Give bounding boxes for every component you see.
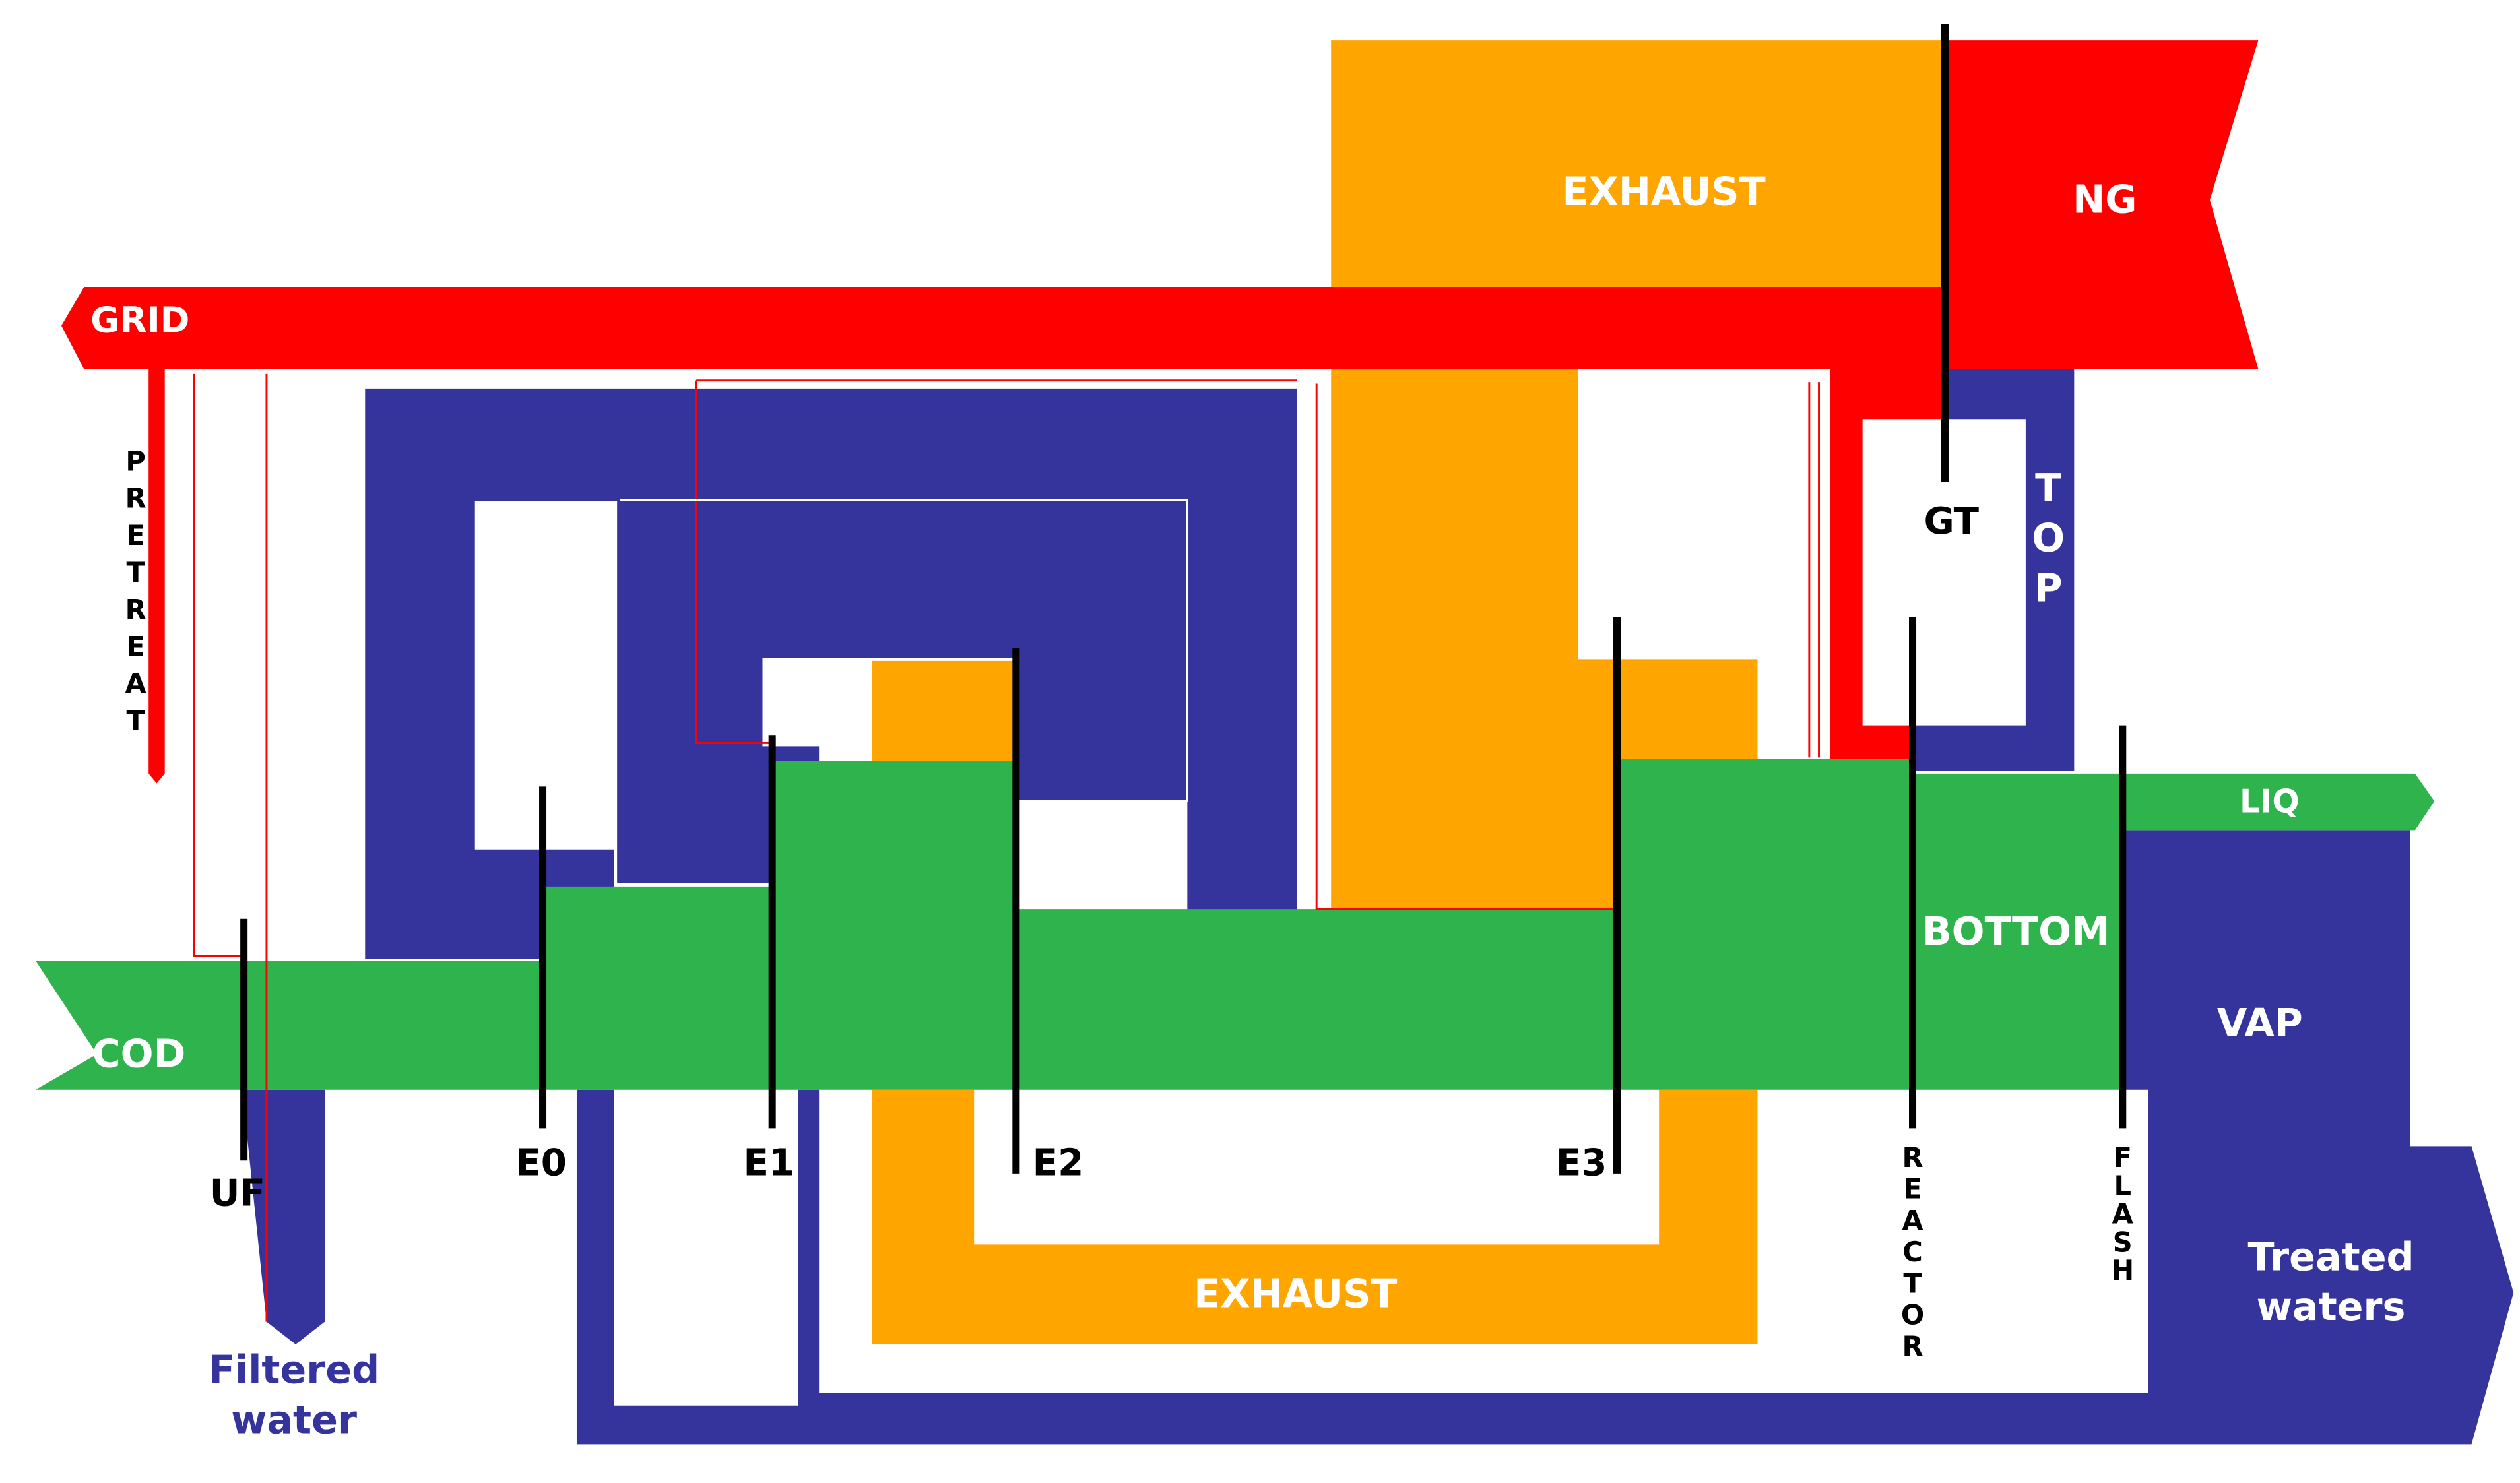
bottom-label: BOTTOM	[1922, 909, 2110, 954]
reactor-label-letter: C	[1902, 1236, 1923, 1268]
electricity-flows	[61, 40, 2259, 1322]
power-wires	[193, 373, 1821, 1322]
filtered-water-label-line2: water	[231, 1397, 357, 1442]
uf-power-wire	[193, 373, 243, 957]
flash-label-letter: A	[2112, 1198, 2133, 1230]
e1-power-wire	[695, 379, 1297, 744]
water-recycle-loop-outer	[365, 388, 1297, 959]
flow-labels: NG EXHAUST GRID COD LIQ BOTTOM VAP EXHAU…	[90, 169, 2414, 1442]
heat-flows	[872, 40, 1947, 1344]
exhaust-bottom-loop	[872, 1089, 1758, 1344]
cod-main-stream	[35, 759, 2125, 1090]
pretreat-label-letter: A	[125, 668, 146, 700]
pretreat-label-letter: E	[126, 631, 145, 663]
flash-label-letter: L	[2114, 1170, 2132, 1202]
e1-label: E1	[743, 1141, 794, 1184]
vap-label: VAP	[2217, 1001, 2303, 1046]
flash-label-letter: H	[2111, 1254, 2134, 1286]
top-stream	[1914, 369, 2075, 771]
gt-label: GT	[1923, 500, 1979, 543]
reactor-label-letter: T	[1903, 1267, 1922, 1300]
reactor-label-letter: R	[1902, 1141, 1923, 1174]
wastewater-flows	[35, 759, 2435, 1090]
pretreat-stream	[148, 354, 165, 784]
pretreat-label-letter: R	[125, 482, 146, 515]
grid-stream	[61, 286, 1947, 369]
exhaust-top-stream	[1331, 40, 1947, 287]
exhaust-bottom-label: EXHAUST	[1194, 1272, 1397, 1317]
reactor-power-feed	[1830, 369, 1947, 759]
exhaust-top-label: EXHAUST	[1562, 169, 1765, 214]
water-flows	[242, 369, 2514, 1445]
treated-waters-label-line2: waters	[2257, 1284, 2406, 1329]
exhaust-e2-branch	[872, 660, 1018, 763]
liq-outlet	[2124, 773, 2435, 831]
e0-label: E0	[515, 1141, 567, 1184]
top-label: TOP	[2032, 466, 2065, 610]
water-recycle-loop-inner	[617, 501, 1188, 884]
pretreat-label-letter: P	[125, 445, 145, 478]
recycle-loop-wire	[620, 499, 1188, 802]
e3-label: E3	[1556, 1141, 1607, 1184]
e2-label: E2	[1033, 1141, 1084, 1184]
ng-inlet	[1946, 40, 2259, 369]
exhaust-riser	[1331, 369, 1758, 910]
reactor-label-letter: E	[1903, 1173, 1922, 1205]
filtered-water-label-line1: Filtered	[209, 1348, 379, 1393]
ng-label: NG	[2073, 177, 2137, 222]
top-label-letter: P	[2034, 565, 2063, 610]
pretreat-label-letter: R	[125, 593, 146, 625]
treated-waters-label-line1: Treated	[2248, 1235, 2414, 1280]
pretreat-label-letter: E	[126, 519, 145, 552]
flash-label-letter: S	[2113, 1226, 2133, 1258]
uf-label: UF	[210, 1172, 265, 1215]
e3-power-wire	[1315, 383, 1617, 910]
flash-label-letter: F	[2114, 1141, 2132, 1174]
filtered-water-outlet	[242, 1089, 325, 1344]
pretreat-label-letter: T	[126, 556, 145, 588]
top-label-letter: O	[2032, 516, 2065, 561]
reactor-power-wire	[1808, 382, 1821, 758]
reactor-label-letter: A	[1902, 1204, 1923, 1236]
pretreat-label-letter: T	[126, 705, 145, 737]
vap-stream	[2124, 830, 2410, 1147]
equipment-lines	[240, 24, 2127, 1174]
top-label-letter: T	[2035, 466, 2061, 511]
liq-label: LIQ	[2240, 783, 2300, 821]
reactor-label-letter: O	[1901, 1298, 1924, 1331]
cod-label: COD	[92, 1032, 186, 1077]
grid-label: GRID	[90, 299, 189, 340]
reactor-label-letter: R	[1902, 1330, 1923, 1362]
